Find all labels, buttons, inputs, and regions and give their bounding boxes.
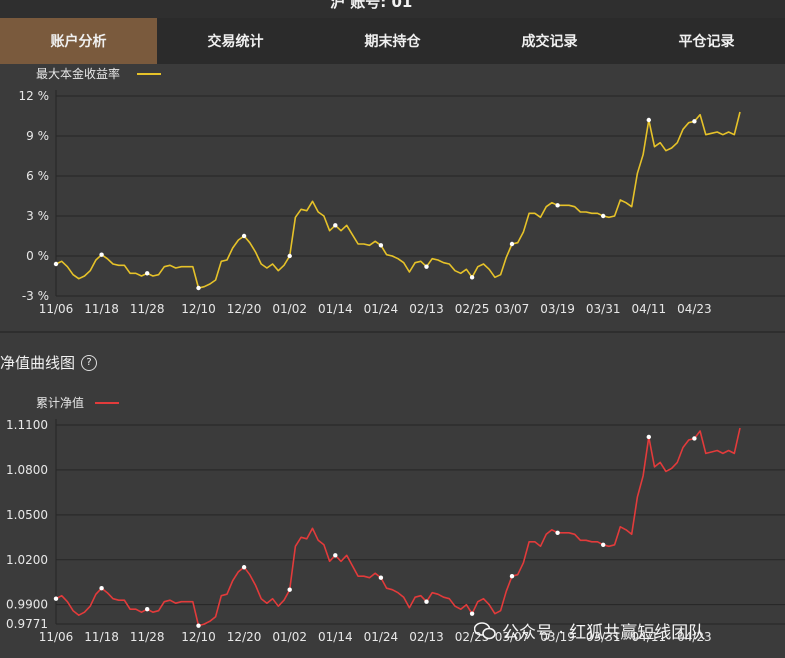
chart1-x-tick-label: 03/07: [495, 302, 530, 316]
account-title: 沪 账号: 01: [330, 0, 413, 11]
chart2-data-point: [469, 611, 475, 616]
chart2-x-tick-label: 01/24: [364, 630, 399, 644]
chart2-data-point: [646, 434, 651, 440]
chart2-data-point: [145, 606, 150, 612]
chart1-y-tick-label: 0 %: [26, 249, 49, 263]
chart2-x-tick-label: 03/07: [495, 630, 530, 644]
chart1-y-tick-label: 9 %: [26, 129, 49, 143]
chart1-series-line: [55, 111, 741, 289]
nav-section-title-text: 净值曲线图: [0, 354, 76, 372]
chart2-data-point: [287, 587, 292, 592]
chart2-x-tick-label: 03/31: [586, 630, 621, 644]
chart1-x-tick-label: 03/31: [586, 302, 621, 316]
chart2-data-point: [555, 530, 560, 536]
chart2-x-tick-label: 04/23: [677, 630, 712, 644]
chart2-data-point: [509, 574, 515, 579]
tab-trade-statistics[interactable]: 交易统计: [207, 34, 264, 50]
chart2-series-line: [55, 427, 741, 627]
chart1-data-point: [601, 213, 606, 219]
chart1-x-tick-label: 01/24: [364, 302, 399, 316]
tab-account-analysis[interactable]: 账户分析: [0, 18, 157, 64]
chart1-data-point: [469, 275, 475, 280]
section-divider: [0, 331, 785, 333]
chart1-data-point: [378, 243, 384, 248]
chart1-data-point: [509, 241, 515, 247]
chart1-data-point: [99, 252, 104, 257]
chart1-data-point: [145, 271, 150, 276]
chart2-x-tick-label: 02/13: [409, 630, 444, 644]
chart2-x-tick-label: 11/18: [84, 630, 119, 644]
chart1-data-point: [53, 261, 59, 267]
chart1-data-point: [424, 264, 429, 269]
chart1-x-tick-label: 12/20: [227, 302, 262, 316]
chart1-x-tick-label: 04/23: [677, 302, 712, 316]
tab-close-records[interactable]: 平仓记录: [678, 34, 735, 50]
chart2-data-point: [378, 575, 384, 580]
chart1-x-tick-label: 11/06: [39, 302, 74, 316]
chart1-y-tick-label: 12 %: [19, 89, 50, 103]
chart2-x-tick-label: 03/19: [540, 630, 575, 644]
chart1-data-point: [555, 203, 560, 208]
chart1-x-tick-label: 02/25: [455, 302, 490, 316]
chart2-x-tick-label: 12/20: [227, 630, 262, 644]
chart2-x-tick-label: 11/28: [130, 630, 165, 644]
chart2-y-tick-label: 1.1100: [6, 418, 48, 432]
chart1-legend-label: 最大本金收益率: [36, 66, 120, 81]
chart2-x-tick-label: 01/14: [318, 630, 353, 644]
chart1-x-tick-label: 03/19: [540, 302, 575, 316]
chart2-y-tick-label: 0.9771: [6, 617, 48, 631]
chart1-y-tick-label: 6 %: [26, 169, 49, 183]
nav-section-title: 净值曲线图 ?: [0, 352, 98, 373]
chart2-data-point: [99, 586, 104, 591]
chart1-data-point: [196, 285, 201, 291]
chart2-data-point: [692, 436, 697, 441]
help-icon[interactable]: ?: [81, 354, 98, 371]
chart2-data-point: [53, 596, 59, 601]
chart1-y-tick-label: -3 %: [22, 289, 49, 303]
chart1-x-tick-label: 12/10: [181, 302, 216, 316]
chart2-x-tick-label: 02/25: [455, 630, 490, 644]
chart2-y-tick-label: 1.0800: [6, 463, 48, 477]
chart1-data-point: [241, 233, 247, 239]
chart1-data-point: [646, 117, 651, 123]
tab-trade-records[interactable]: 成交记录: [521, 34, 578, 50]
chart1-data-point: [692, 119, 697, 124]
chart2-x-tick-label: 11/06: [39, 630, 74, 644]
watermark-text: 公众号 · 红狐共赢短线团队: [502, 623, 706, 643]
chart2-y-tick-label: 1.0500: [6, 508, 48, 522]
chart1-x-tick-label: 01/02: [272, 302, 307, 316]
chart1-x-tick-label: 04/11: [632, 302, 667, 316]
chart2-data-point: [601, 542, 606, 547]
chart2-x-tick-label: 12/10: [181, 630, 216, 644]
account-header: 沪 账号: 01: [0, 0, 785, 18]
tab-period-end-positions[interactable]: 期末持仓: [364, 34, 421, 50]
chart2-data-point: [196, 623, 201, 628]
chart2-y-tick-label: 0.9900: [6, 598, 48, 612]
chart2-data-point: [241, 565, 247, 570]
chart1-x-tick-label: 11/28: [130, 302, 165, 316]
chart2-legend-label: 累计净值: [36, 395, 84, 410]
chart1-x-tick-label: 11/18: [84, 302, 119, 316]
chart1-x-tick-label: 01/14: [318, 302, 353, 316]
chart2-y-tick-label: 1.0200: [6, 553, 48, 567]
chart2-data-point: [424, 599, 429, 604]
chart1-x-tick-label: 02/13: [409, 302, 444, 316]
chart2-data-point: [333, 553, 338, 558]
chart1-y-tick-label: 3 %: [26, 209, 49, 223]
chart2-x-tick-label: 04/11: [632, 630, 667, 644]
chart2-x-tick-label: 01/02: [272, 630, 307, 644]
watermark: 公众号 · 红狐共赢短线团队: [474, 618, 705, 643]
tab-bar: 账户分析 交易统计 期末持仓 成交记录 平仓记录: [0, 18, 785, 64]
wechat-icon: [474, 621, 496, 639]
chart1-data-point: [333, 223, 338, 228]
chart1-data-point: [287, 253, 292, 259]
